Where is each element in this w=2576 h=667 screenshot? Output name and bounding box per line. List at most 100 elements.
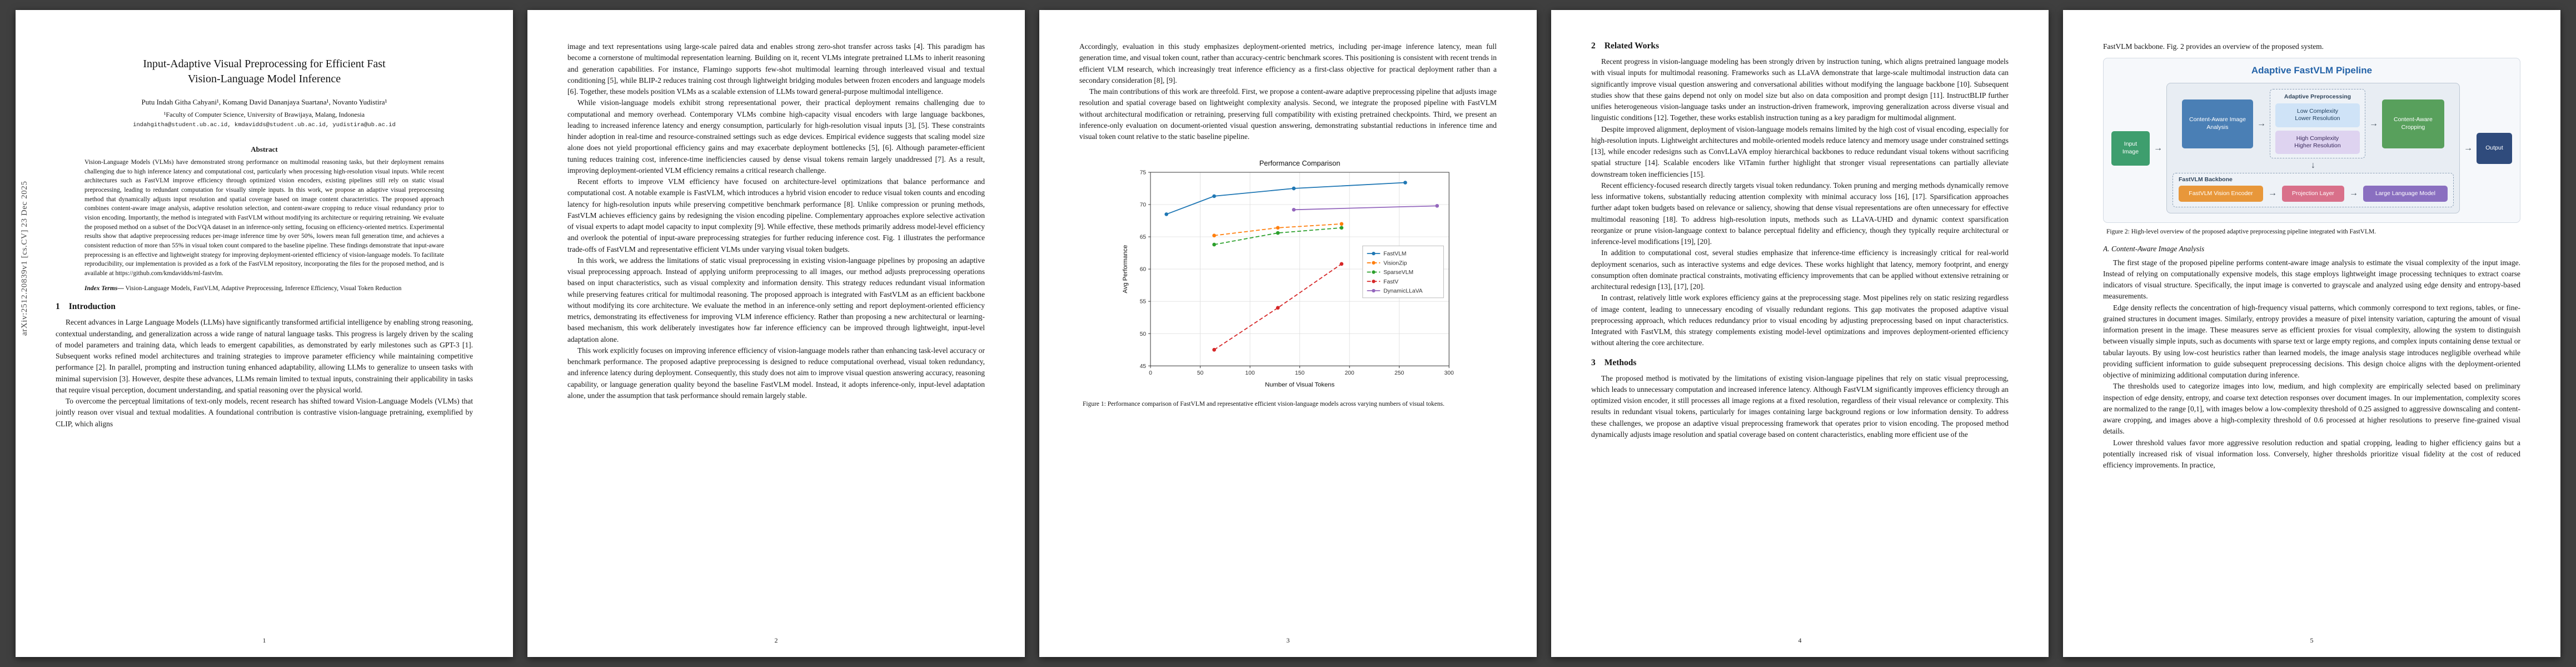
paragraph: Edge density reflects the concentration … <box>2103 303 2520 380</box>
svg-text:100: 100 <box>1245 370 1254 376</box>
diagram-adaptive-preprocessing-group: Adaptive Preprocessing Low Complexity Low… <box>2269 89 2365 158</box>
diagram-output-box: Output <box>2476 132 2512 164</box>
arrow-right-icon: → <box>2153 143 2163 153</box>
abstract-section: Abstract Vision-Language Models (VLMs) h… <box>84 145 444 278</box>
diagram-high-complexity-box: High Complexity Higher Resolution <box>2275 130 2360 154</box>
section-title: Introduction <box>68 302 116 312</box>
section-number: 3 <box>1591 357 1596 367</box>
paper-title-line2: Vision-Language Model Inference <box>187 73 341 85</box>
arxiv-stamp: arXiv:2512.20839v1 [cs.CV] 23 Dec 2025 <box>20 181 29 336</box>
svg-text:300: 300 <box>1444 370 1453 376</box>
index-terms-label: Index Terms— <box>84 285 124 292</box>
svg-text:55: 55 <box>1139 299 1146 305</box>
low-complexity-line1: Low Complexity <box>2296 108 2339 115</box>
svg-text:50: 50 <box>1139 331 1146 337</box>
performance-comparison-chart: 0 50 100 150 200 250 300 45 50 55 60 65 70 75 Performa… <box>1118 153 1458 393</box>
section-title: Related Works <box>1604 41 1660 51</box>
low-complexity-line2: Lower Resolution <box>2295 115 2340 122</box>
svg-text:0: 0 <box>1149 370 1152 376</box>
page-3: Accordingly, evaluation in this study em… <box>1039 10 1537 657</box>
page-5: FastVLM backbone. Fig. 2 provides an ove… <box>2063 10 2560 657</box>
arrow-right-icon: → <box>2369 118 2378 128</box>
figure-2-caption: Figure 2: High-level overview of the pro… <box>2106 228 2376 235</box>
diagram-cropping-box: Content-Aware Cropping <box>2381 99 2444 148</box>
arrow-right-icon: → <box>2349 188 2358 198</box>
page-2: image and text representations using lar… <box>527 10 1025 657</box>
svg-text:Performance Comparison: Performance Comparison <box>1259 159 1340 167</box>
paragraph: In this work, we address the limitations… <box>567 256 985 344</box>
page-1: arXiv:2512.20839v1 [cs.CV] 23 Dec 2025 I… <box>16 10 513 657</box>
figure-2-title: Adaptive FastVLM Pipeline <box>2251 65 2373 76</box>
section-heading-related-works: 2 Related Works <box>1591 41 2009 51</box>
authors: Putu Indah Githa Cahyani¹, Komang David … <box>141 98 387 106</box>
paragraph: The proposed method is motivated by the … <box>1591 374 2009 439</box>
svg-text:150: 150 <box>1295 370 1304 376</box>
paragraph: This work explicitly focuses on improvin… <box>567 346 985 400</box>
svg-text:45: 45 <box>1139 364 1146 370</box>
abstract-text: Vision-Language Models (VLMs) have demon… <box>84 159 444 277</box>
paragraph: Recent efforts to improve VLM efficiency… <box>567 177 985 253</box>
diagram-pipeline-container: Content-Aware Image Analysis → Adaptive … <box>2166 83 2460 213</box>
svg-text:FastV: FastV <box>1383 279 1398 285</box>
page-number: 1 <box>262 636 266 644</box>
svg-text:60: 60 <box>1139 267 1146 273</box>
paragraph: image and text representations using lar… <box>567 42 985 96</box>
arrow-down-icon: ↓ <box>2310 160 2315 170</box>
page-number: 5 <box>2310 636 2314 644</box>
arrow-right-icon: → <box>2268 188 2277 198</box>
paragraph: Accordingly, evaluation in this study em… <box>1079 42 1497 84</box>
page-2-content: image and text representations using lar… <box>567 41 985 630</box>
section-heading-introduction: 1 Introduction <box>56 302 473 312</box>
svg-text:SparseVLM: SparseVLM <box>1383 270 1413 276</box>
svg-text:DynamicLLaVA: DynamicLLaVA <box>1383 288 1423 295</box>
paragraph: Recent advances in Large Language Models… <box>56 318 473 394</box>
subsection-heading-content-aware-image-analysis: A. Content-Aware Image Analysis <box>2103 244 2205 253</box>
paragraph: The first stage of the proposed pipeline… <box>2103 258 2520 301</box>
high-complexity-line1: High Complexity <box>2296 135 2339 142</box>
svg-text:250: 250 <box>1394 370 1404 376</box>
paragraph: Despite improved alignment, deployment o… <box>1591 125 2009 178</box>
page-1-content: Input-Adaptive Visual Preprocessing for … <box>56 41 473 630</box>
page-5-content: FastVLM backbone. Fig. 2 provides an ove… <box>2103 41 2520 630</box>
section-number: 1 <box>56 302 60 312</box>
section-title: Methods <box>1604 357 1637 367</box>
arrow-right-icon: → <box>2256 118 2266 128</box>
svg-text:75: 75 <box>1139 170 1146 176</box>
diagram-backbone-label: FastVLM Backbone <box>2178 176 2233 183</box>
figure-1-caption: Figure 1: Performance comparison of Fast… <box>1083 401 1444 408</box>
page-4: 2 Related Works Recent progress in vision… <box>1551 10 2049 657</box>
paragraph: The thresholds used to categorize images… <box>2103 382 2520 436</box>
figure-1: 0 50 100 150 200 250 300 45 50 55 60 65 70 75 Performa… <box>1079 153 1497 409</box>
paragraph: Recent progress in vision-language model… <box>1591 57 2009 122</box>
figure-2-diagram: Adaptive FastVLM Pipeline Input Image → … <box>2103 58 2520 223</box>
affiliation: ¹Faculty of Computer Science, University… <box>163 111 365 118</box>
page-4-content: 2 Related Works Recent progress in vision… <box>1591 41 2009 630</box>
abstract-heading: Abstract <box>251 145 278 153</box>
svg-text:70: 70 <box>1139 202 1146 208</box>
diagram-projection-layer-box: Projection Layer <box>2281 185 2344 202</box>
section-number: 2 <box>1591 41 1596 51</box>
diagram-input-image-box: Input Image <box>2111 131 2150 166</box>
svg-text:Number of Visual Tokens: Number of Visual Tokens <box>1265 382 1335 389</box>
diagram-vision-encoder-box: FastVLM Vision Encoder <box>2178 185 2263 202</box>
arrow-right-icon: → <box>2463 143 2473 153</box>
svg-text:Avg Performance: Avg Performance <box>1122 245 1128 293</box>
paragraph: In addition to computational cost, sever… <box>1591 248 2009 291</box>
svg-text:200: 200 <box>1344 370 1354 376</box>
paragraph: The main contributions of this work are … <box>1079 87 1497 141</box>
svg-text:65: 65 <box>1139 235 1146 241</box>
diagram-fastvlm-backbone-group: FastVLM Backbone FastVLM Vision Encoder … <box>2172 172 2454 207</box>
paragraph: To overcome the perceptual limitations o… <box>56 397 473 428</box>
svg-text:FastVLM: FastVLM <box>1383 251 1406 257</box>
high-complexity-line2: Higher Resolution <box>2294 142 2341 149</box>
paragraph: While vision-language models exhibit str… <box>567 98 985 175</box>
page-number: 2 <box>774 636 778 644</box>
diagram-adaptive-label: Adaptive Preprocessing <box>2284 93 2351 101</box>
svg-text:VisionZip: VisionZip <box>1383 261 1407 267</box>
paragraph: In contrast, relatively little work expl… <box>1591 293 2009 347</box>
page-number: 4 <box>1798 636 1802 644</box>
index-terms-text: Vision-Language Models, FastVLM, Adaptiv… <box>123 285 402 292</box>
svg-text:50: 50 <box>1197 370 1203 376</box>
diagram-low-complexity-box: Low Complexity Lower Resolution <box>2275 103 2360 127</box>
